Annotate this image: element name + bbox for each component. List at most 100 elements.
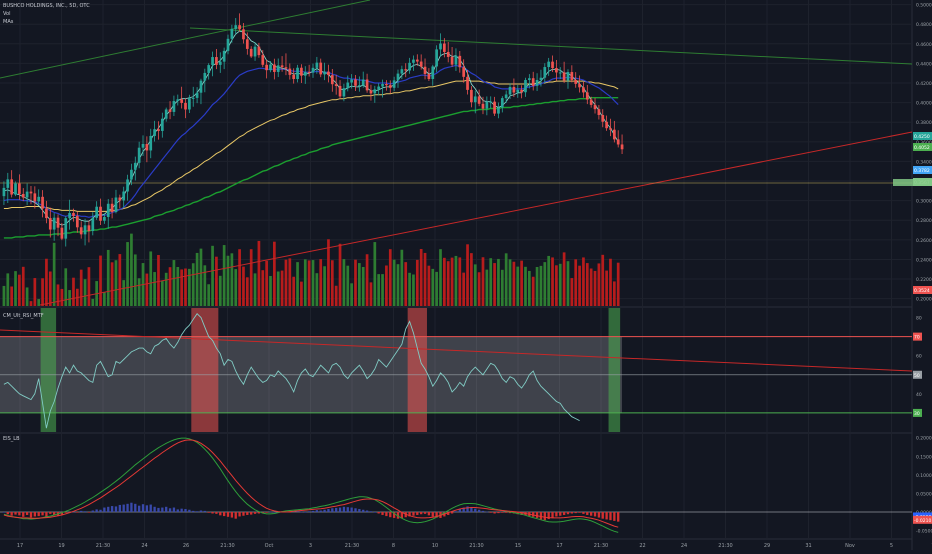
histogram-bar xyxy=(365,510,369,512)
candle-body xyxy=(620,144,624,150)
volume-bar xyxy=(485,269,489,306)
candle-body xyxy=(551,61,554,69)
volume-bar xyxy=(79,269,83,306)
volume-bar xyxy=(427,265,431,306)
histogram-bar xyxy=(87,512,91,513)
volume-bar xyxy=(315,273,319,306)
trendline-resistance xyxy=(189,27,913,65)
candle-body xyxy=(338,85,342,97)
candle-body xyxy=(578,83,581,88)
volume-bar xyxy=(292,276,296,306)
candle-body xyxy=(330,75,334,85)
histogram-bar xyxy=(454,511,458,512)
volume-bar xyxy=(582,257,585,306)
candle-body xyxy=(555,68,558,73)
y-tick-label: 0.5000 xyxy=(916,3,932,9)
volume-bar xyxy=(114,260,118,306)
volume-bar xyxy=(454,255,458,306)
y-tick-label: 0.2800 xyxy=(916,218,932,224)
candle-body xyxy=(72,212,75,216)
histogram-bar xyxy=(192,510,195,512)
histogram-bar xyxy=(114,506,118,512)
candle-body xyxy=(520,89,523,93)
x-tick-label: 24 xyxy=(141,543,147,549)
volume-bar xyxy=(443,257,446,306)
candle-body xyxy=(601,114,605,122)
histogram-bar xyxy=(41,512,44,516)
candle-body xyxy=(500,98,504,108)
candle-body xyxy=(315,62,319,68)
histogram-bar xyxy=(137,505,141,512)
volume-bar xyxy=(566,261,570,306)
histogram-bar xyxy=(385,512,388,517)
candle-body xyxy=(597,109,601,115)
ma-legend[interactable]: MAs xyxy=(3,19,14,25)
x-tick-label: 8 xyxy=(392,543,395,549)
x-tick-label: 22 xyxy=(639,543,645,549)
candle-body xyxy=(99,206,102,221)
y-tick-label: 0.4000 xyxy=(916,101,932,107)
volume-legend[interactable]: Vol xyxy=(3,11,11,17)
histogram-bar xyxy=(497,512,500,514)
candle-body xyxy=(207,65,211,73)
symbol-title[interactable]: BUSHCO HOLDINGS, INC., 5D, OTC xyxy=(3,3,90,9)
histogram-bar xyxy=(203,510,206,512)
candle-body xyxy=(381,83,384,87)
volume-bar xyxy=(562,252,566,306)
candle-body xyxy=(462,67,466,77)
volume-bar xyxy=(168,267,172,306)
histogram-bar xyxy=(6,512,9,515)
candle-body xyxy=(218,61,222,65)
candle-body xyxy=(265,64,268,71)
momentum-tick-label: 0.2000 xyxy=(916,436,932,442)
candle-body xyxy=(222,50,226,62)
volume-bar xyxy=(18,274,21,306)
volume-bar xyxy=(83,279,87,306)
candle-body xyxy=(423,66,427,75)
candle-body xyxy=(377,86,381,90)
candle-body xyxy=(547,61,551,68)
histogram-bar xyxy=(10,512,13,516)
volume-bar xyxy=(222,245,226,306)
volume-bar xyxy=(52,242,56,306)
histogram-bar xyxy=(435,512,438,518)
candle-body xyxy=(33,193,37,202)
histogram-bar xyxy=(265,512,268,513)
candle-body xyxy=(25,191,29,198)
candle-body xyxy=(56,217,60,228)
histogram-bar xyxy=(354,508,357,512)
histogram-bar xyxy=(613,512,616,521)
histogram-bar xyxy=(296,510,299,512)
candle-body xyxy=(477,96,481,104)
candle-body xyxy=(535,79,539,86)
histogram-bar xyxy=(226,512,230,517)
candle-body xyxy=(280,65,284,68)
candle-body xyxy=(323,71,326,75)
volume-bar xyxy=(238,249,241,306)
momentum-legend[interactable]: EIS_LB xyxy=(3,436,20,442)
histogram-bar xyxy=(222,512,226,517)
histogram-bar xyxy=(338,507,342,512)
histogram-bar xyxy=(427,512,431,516)
rsi-legend[interactable]: CM_Ult_RSI_MTF xyxy=(3,313,44,319)
volume-bar xyxy=(319,259,323,306)
histogram-bar xyxy=(141,504,145,512)
candle-body xyxy=(14,183,17,195)
volume-bar xyxy=(342,259,346,306)
candle-body xyxy=(191,97,195,99)
volume-bar xyxy=(153,272,156,306)
volume-bar xyxy=(597,263,601,306)
histogram-bar xyxy=(184,509,187,512)
histogram-bar xyxy=(72,511,75,513)
histogram-bar xyxy=(118,504,121,512)
candle-body xyxy=(110,203,114,213)
histogram-bar xyxy=(331,508,334,512)
rsi-panel xyxy=(0,308,913,432)
histogram-bar xyxy=(176,509,179,512)
rsi-extreme-highlight xyxy=(191,308,219,432)
volume-bar xyxy=(489,258,493,306)
volume-bar xyxy=(261,270,265,306)
histogram-bar xyxy=(342,506,346,512)
candle-body xyxy=(334,84,338,86)
volume-bar xyxy=(130,233,133,306)
